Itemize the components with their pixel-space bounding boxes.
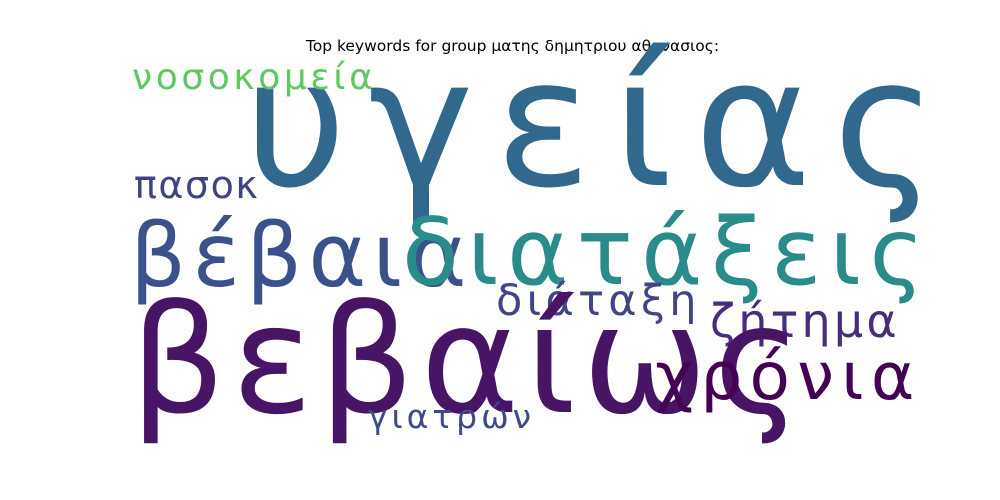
word-ygeias: υγείας	[244, 20, 959, 227]
word-zitima: ζήτημα	[710, 294, 900, 348]
word-pasok: πασοκ	[134, 163, 260, 207]
word-xronia: χρόνια	[655, 338, 922, 415]
word-vevaia: βέβαια	[130, 204, 473, 307]
figure-title: Top keywords for group ματης δημητριου α…	[305, 37, 720, 55]
word-diataxeis: διατάξεις	[402, 198, 933, 306]
word-giatron: γιατρών	[368, 397, 536, 436]
word-vevaios: βεβαίως	[130, 274, 808, 448]
word-diataxi: διάταξη	[496, 276, 701, 326]
word-nosokomeia: νοσοκομεία	[132, 57, 377, 98]
